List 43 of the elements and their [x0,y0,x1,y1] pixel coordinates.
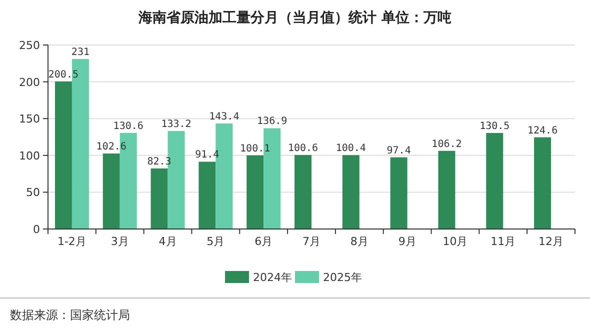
y-tick-label: 200 [19,76,40,89]
data-label: 136.9 [257,116,288,128]
data-label: 106.2 [432,138,462,150]
chart-title: 海南省原油加工量分月（当月值）统计 单位：万吨 [138,9,452,26]
x-tick-label: 3月 [110,235,129,248]
bar [54,81,72,229]
bar [486,132,504,229]
data-label: 97.4 [386,145,411,156]
data-label: 130.6 [113,120,144,132]
x-tick-label: 1-2月 [57,235,86,248]
data-label: 100.4 [336,143,366,154]
x-tick-label: 4月 [158,235,177,248]
bar [246,155,264,229]
y-tick-label: 50 [26,186,40,200]
data-label: 143.4 [209,111,240,122]
bar [198,162,216,229]
bar [390,157,408,229]
data-label: 124.6 [527,125,558,136]
legend-label: 2025年 [323,271,362,284]
bar [438,150,456,229]
data-label: 100.6 [288,142,318,154]
bar [342,155,360,229]
x-tick-label: 6月 [254,235,273,248]
y-tick-label: 150 [19,112,40,126]
x-tick-label: 8月 [350,235,368,248]
x-tick-label: 11月 [490,235,516,248]
y-tick-label: 250 [19,39,40,52]
bar [102,153,120,229]
source-note: 数据来源：国家统计局 [10,308,130,322]
y-tick-label: 100 [19,149,40,162]
bar [150,168,168,229]
bar [534,137,552,229]
bar [294,154,312,229]
data-label: 133.2 [161,118,192,130]
x-tick-label: 5月 [206,235,225,248]
data-label: 231 [71,46,90,58]
x-tick-label: 12月 [538,235,564,248]
legend-label: 2024年 [253,271,292,284]
x-tick-label: 7月 [302,235,320,248]
x-tick-label: 9月 [398,235,416,248]
x-tick-label: 10月 [442,235,468,248]
data-label: 130.5 [480,120,510,132]
y-tick-label: 0 [33,223,40,236]
